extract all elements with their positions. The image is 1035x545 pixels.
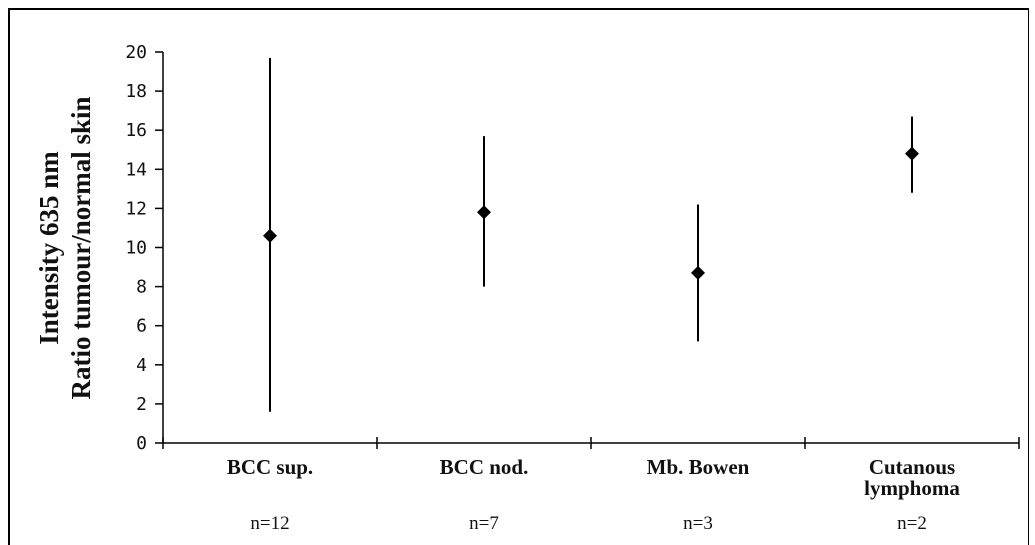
chart-frame (8, 8, 1029, 545)
y-ticks: 0 2 4 6 8 10 12 14 16 18 20 (125, 42, 163, 454)
data-point (477, 205, 491, 220)
y-axis-title-line-2: Ratio tumour/normal skin (66, 96, 96, 399)
data-point (905, 146, 919, 161)
sample-size-label: n=7 (469, 513, 499, 534)
y-tick-label: 4 (136, 355, 147, 376)
y-tick-label: 12 (125, 198, 147, 219)
sample-size-label: n=12 (250, 513, 289, 534)
data-point (263, 228, 277, 243)
y-tick-label: 0 (136, 433, 147, 454)
data-marks (263, 57, 919, 412)
y-axis-title-line-1: Intensity 635 nm (34, 151, 64, 345)
x-categories: BCC sup. n=12 BCC nod. n=7 Mb. Bowen n=3 Cutan… (162, 437, 1020, 534)
sample-size-label: n=2 (897, 513, 927, 534)
y-tick-label: 10 (125, 238, 147, 259)
x-category-label: Cutanous (869, 455, 955, 479)
y-tick-label: 20 (125, 42, 147, 63)
y-tick-label: 16 (125, 120, 147, 141)
x-category-label: BCC sup. (227, 455, 313, 479)
y-tick-label: 2 (136, 394, 147, 415)
axes (162, 52, 1019, 444)
x-category-label: Mb. Bowen (647, 455, 750, 479)
y-tick-label: 8 (136, 277, 147, 298)
x-category-label: BCC nod. (440, 455, 529, 479)
x-category-label: lymphoma (864, 476, 960, 500)
y-tick-label: 18 (125, 81, 147, 102)
data-point (691, 265, 705, 280)
y-tick-label: 14 (125, 159, 147, 180)
y-axis-title: Intensity 635 nm Ratio tumour/normal ski… (34, 96, 96, 399)
sample-size-label: n=3 (683, 513, 713, 534)
y-tick-label: 6 (136, 316, 147, 337)
